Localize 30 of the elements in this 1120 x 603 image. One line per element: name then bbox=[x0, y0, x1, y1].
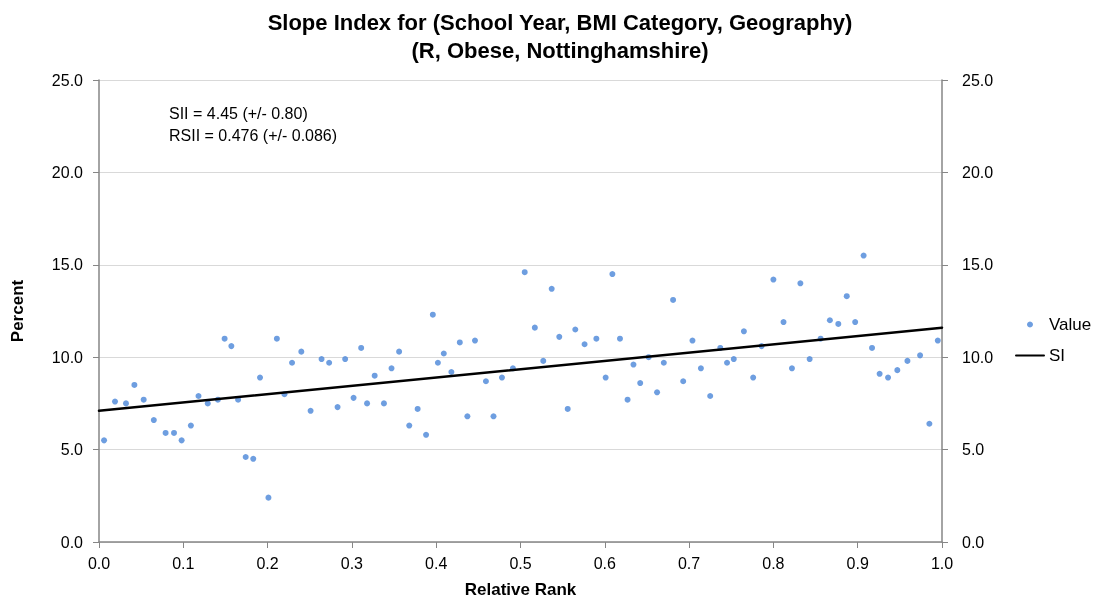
x-axis-title: Relative Rank bbox=[464, 580, 577, 599]
y2-tick-label: 0.0 bbox=[962, 533, 985, 551]
x-tick-label: 0.8 bbox=[762, 554, 785, 572]
legend-label: Value bbox=[1049, 315, 1092, 334]
y2-tick-label: 5.0 bbox=[962, 441, 985, 459]
chart-title: Slope Index for (School Year, BMI Category, Geography) (R, Obese, Nottinghamshire) bbox=[267, 9, 853, 63]
legend-label: SI bbox=[1049, 346, 1066, 365]
x-tick-label: 0.5 bbox=[509, 554, 532, 572]
x-tick-label: 0.3 bbox=[340, 554, 364, 572]
x-tick-label: 0.6 bbox=[593, 554, 617, 572]
x-tick-label: 0.1 bbox=[172, 554, 195, 572]
y2-tick-label: 20.0 bbox=[962, 163, 994, 181]
y-tick-label: 15.0 bbox=[51, 256, 84, 274]
y2-tick-label: 15.0 bbox=[962, 256, 994, 274]
y-tick-label: 5.0 bbox=[60, 441, 84, 459]
annotation: SII = 4.45 (+/- 0.80) bbox=[169, 104, 308, 122]
y-tick-label: 10.0 bbox=[51, 348, 84, 366]
x-tick-label: 0.7 bbox=[677, 554, 701, 572]
y-tick-label: 20.0 bbox=[51, 163, 84, 181]
x-tick-label: 0.2 bbox=[256, 554, 279, 572]
y2-tick-label: 25.0 bbox=[962, 71, 994, 89]
y-tick-label: 25.0 bbox=[51, 71, 84, 89]
annotation: RSII = 0.476 (+/- 0.086) bbox=[169, 126, 338, 144]
x-tick-label: 0.4 bbox=[425, 554, 448, 572]
y-axis-title: Percent bbox=[8, 279, 27, 343]
x-tick-label: 1.0 bbox=[930, 554, 954, 572]
y-tick-label: 0.0 bbox=[60, 533, 84, 551]
x-tick-label: 0.0 bbox=[87, 554, 111, 572]
x-tick-label: 0.9 bbox=[846, 554, 869, 572]
y2-tick-label: 10.0 bbox=[962, 348, 994, 366]
